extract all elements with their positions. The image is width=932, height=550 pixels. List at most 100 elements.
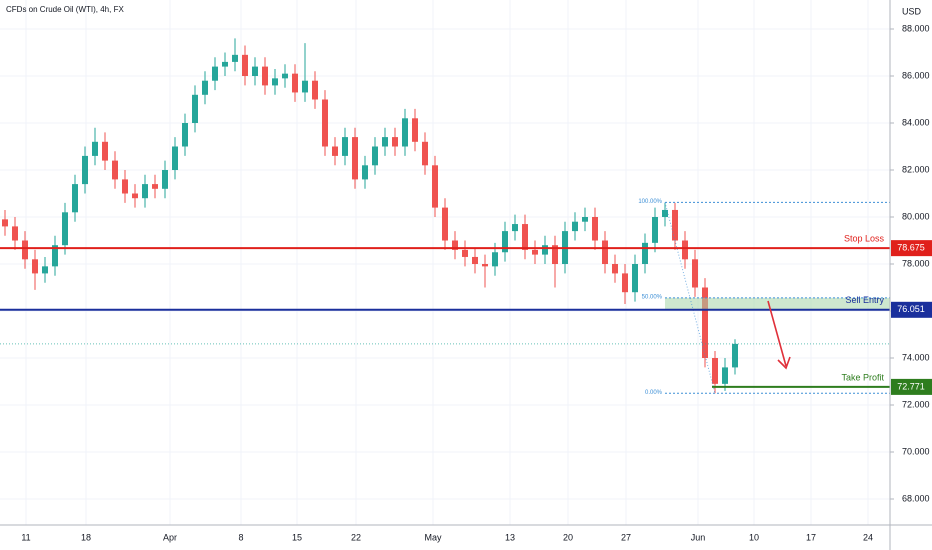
- x-tick-label: 8: [238, 532, 243, 542]
- y-tick-label: 84.000: [902, 117, 930, 127]
- candle-body: [422, 141, 428, 166]
- x-tick-label: 10: [749, 532, 759, 542]
- price-tag: [891, 301, 932, 318]
- fib-label: 0.00%: [645, 390, 663, 396]
- candle-body: [62, 212, 68, 246]
- x-tick-label: Apr: [163, 532, 177, 542]
- candle-body: [692, 259, 698, 288]
- candle-body: [292, 73, 298, 93]
- currency-label: USD: [902, 6, 922, 16]
- candle-body: [642, 242, 648, 265]
- x-tick-label: 13: [505, 532, 515, 542]
- candle-body: [72, 184, 78, 213]
- candle-body: [632, 264, 638, 293]
- x-tick-label: 18: [81, 532, 91, 542]
- x-tick-label: 20: [563, 532, 573, 542]
- y-tick-label: 86.000: [902, 70, 930, 80]
- candle-body: [2, 219, 8, 227]
- candle-body: [482, 264, 488, 267]
- candle-body: [652, 217, 658, 243]
- y-tick-label: 74.000: [902, 352, 930, 362]
- candle-body: [522, 224, 528, 250]
- overlay: 100.00% 50.00% 0.00% Stop Loss Sell Entry Tak…: [0, 199, 890, 396]
- candle-body: [712, 358, 718, 384]
- candle-body: [242, 54, 248, 77]
- candle-body: [332, 146, 338, 156]
- price-tag: [891, 240, 932, 257]
- level-name: Sell Entry: [845, 295, 884, 305]
- candle-body: [172, 146, 178, 171]
- candle-body: [182, 123, 188, 147]
- x-tick-label: 15: [292, 532, 302, 542]
- candle-body: [12, 226, 18, 241]
- y-tick-label: 80.000: [902, 211, 930, 221]
- fib-label: 100.00%: [638, 199, 662, 205]
- candle-body: [442, 207, 448, 241]
- candle-body: [322, 99, 328, 147]
- candle-body: [432, 165, 438, 208]
- candle-body: [122, 179, 128, 194]
- candle-body: [352, 137, 358, 180]
- candle-body: [32, 259, 38, 274]
- candle-body: [552, 245, 558, 265]
- candle-body: [362, 165, 368, 180]
- fib-label: 50.00%: [642, 294, 663, 300]
- candle-body: [52, 245, 58, 267]
- price-tag-label: 76.051: [897, 304, 925, 314]
- candle-body: [412, 118, 418, 142]
- candle-body: [152, 184, 158, 189]
- y-tick-label: 78.000: [902, 258, 930, 268]
- candle-body: [272, 78, 278, 86]
- candle-body: [222, 61, 228, 67]
- candle-body: [542, 245, 548, 255]
- candle-body: [462, 249, 468, 257]
- candle-body: [302, 80, 308, 93]
- x-tick-label: May: [424, 532, 442, 542]
- candle-body: [312, 80, 318, 100]
- forecast-arrow: [767, 300, 787, 367]
- y-tick-label: 82.000: [902, 164, 930, 174]
- candle-body: [582, 217, 588, 222]
- candle-body: [82, 155, 88, 185]
- candle-body: [682, 240, 688, 260]
- candle-body: [92, 141, 98, 156]
- candle-body: [532, 249, 538, 255]
- forecast-arrow-head: [777, 356, 791, 370]
- candle-body: [252, 66, 258, 77]
- candle-body: [22, 240, 28, 260]
- price-tag: [891, 378, 932, 395]
- price-tag-label: 78.675: [897, 243, 925, 253]
- candle-body: [622, 273, 628, 293]
- x-tick-label: 27: [621, 532, 631, 542]
- candle-body: [672, 209, 678, 241]
- candle-body: [702, 287, 708, 359]
- candle-body: [392, 137, 398, 147]
- y-tick-label: 68.000: [902, 493, 930, 503]
- grid: [0, 0, 890, 525]
- candle-body: [282, 73, 288, 79]
- candle-body: [492, 252, 498, 267]
- marks: [2, 38, 738, 394]
- price-tag-label: 72.771: [897, 381, 925, 391]
- candle-body: [512, 224, 518, 232]
- x-tick-label: 11: [21, 532, 30, 542]
- y-tick-label: 88.000: [902, 23, 930, 33]
- y-tick-label: 72.000: [902, 399, 930, 409]
- candle-body: [452, 240, 458, 250]
- candle-body: [162, 170, 168, 189]
- x-tick-label: 24: [863, 532, 873, 542]
- candle-body: [732, 343, 738, 368]
- candle-body: [602, 240, 608, 265]
- candle-body: [472, 256, 478, 265]
- candle-body: [232, 54, 238, 62]
- candle-body: [572, 221, 578, 232]
- candle-body: [192, 94, 198, 124]
- chart-title: CFDs on Crude Oil (WTI), 4h, FX: [6, 5, 124, 14]
- candle-body: [42, 266, 48, 274]
- candle-body: [592, 217, 598, 241]
- candle-body: [342, 137, 348, 156]
- candle-body: [722, 367, 728, 384]
- candle-body: [502, 231, 508, 253]
- candle-body: [382, 137, 388, 147]
